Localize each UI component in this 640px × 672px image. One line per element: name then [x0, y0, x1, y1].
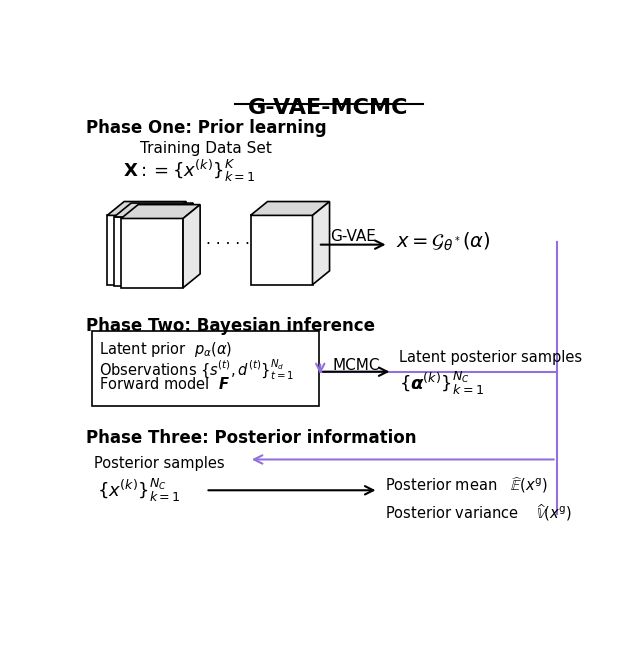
Text: Observations $\{s^{(t)}, d^{(t)}\}_{t=1}^{N_d}$: Observations $\{s^{(t)}, d^{(t)}\}_{t=1}… — [99, 358, 294, 382]
Polygon shape — [250, 216, 312, 285]
Text: $\mathbf{X} := \{x^{(k)}\}_{k=1}^{K}$: $\mathbf{X} := \{x^{(k)}\}_{k=1}^{K}$ — [123, 158, 255, 184]
Polygon shape — [176, 203, 193, 286]
Polygon shape — [107, 216, 169, 285]
Text: Phase Three: Posterior information: Phase Three: Posterior information — [86, 429, 417, 447]
Polygon shape — [107, 202, 186, 216]
Text: $\{\boldsymbol{\alpha}^{(k)}\}_{k=1}^{N_C}$: $\{\boldsymbol{\alpha}^{(k)}\}_{k=1}^{N_… — [399, 370, 484, 396]
Polygon shape — [114, 217, 176, 286]
Polygon shape — [114, 203, 193, 217]
Text: $x = \mathcal{G}_{\theta^*}(\alpha)$: $x = \mathcal{G}_{\theta^*}(\alpha)$ — [396, 231, 491, 253]
Text: Latent posterior samples: Latent posterior samples — [399, 350, 582, 365]
Polygon shape — [312, 202, 330, 285]
Polygon shape — [121, 218, 183, 288]
Polygon shape — [183, 204, 200, 288]
Polygon shape — [250, 202, 330, 216]
Text: G-VAE: G-VAE — [330, 229, 376, 244]
Polygon shape — [169, 202, 186, 285]
Text: Posterior variance    $\widehat{\mathbb{V}}(x^{\mathrm{g}})$: Posterior variance $\widehat{\mathbb{V}}… — [385, 502, 572, 523]
Text: Posterior samples: Posterior samples — [94, 456, 225, 470]
Text: MCMC: MCMC — [332, 358, 380, 373]
Text: Latent prior  $p_{\alpha}(\alpha)$: Latent prior $p_{\alpha}(\alpha)$ — [99, 340, 232, 359]
Text: Training Data Set: Training Data Set — [140, 140, 273, 156]
Polygon shape — [121, 204, 200, 218]
Text: Forward model  $\boldsymbol{F}$: Forward model $\boldsymbol{F}$ — [99, 376, 230, 392]
Text: G-VAE-MCMC: G-VAE-MCMC — [248, 97, 408, 118]
Text: · · · · · · · ·: · · · · · · · · — [205, 237, 278, 252]
Bar — [92, 331, 319, 406]
Text: Phase One: Prior learning: Phase One: Prior learning — [86, 119, 327, 137]
Text: Posterior mean   $\widehat{\mathbb{E}}(x^{\mathrm{g}})$: Posterior mean $\widehat{\mathbb{E}}(x^{… — [385, 476, 548, 495]
Text: Phase Two: Bayesian inference: Phase Two: Bayesian inference — [86, 317, 375, 335]
Text: $\{x^{(k)}\}_{k=1}^{N_C}$: $\{x^{(k)}\}_{k=1}^{N_C}$ — [97, 477, 181, 505]
